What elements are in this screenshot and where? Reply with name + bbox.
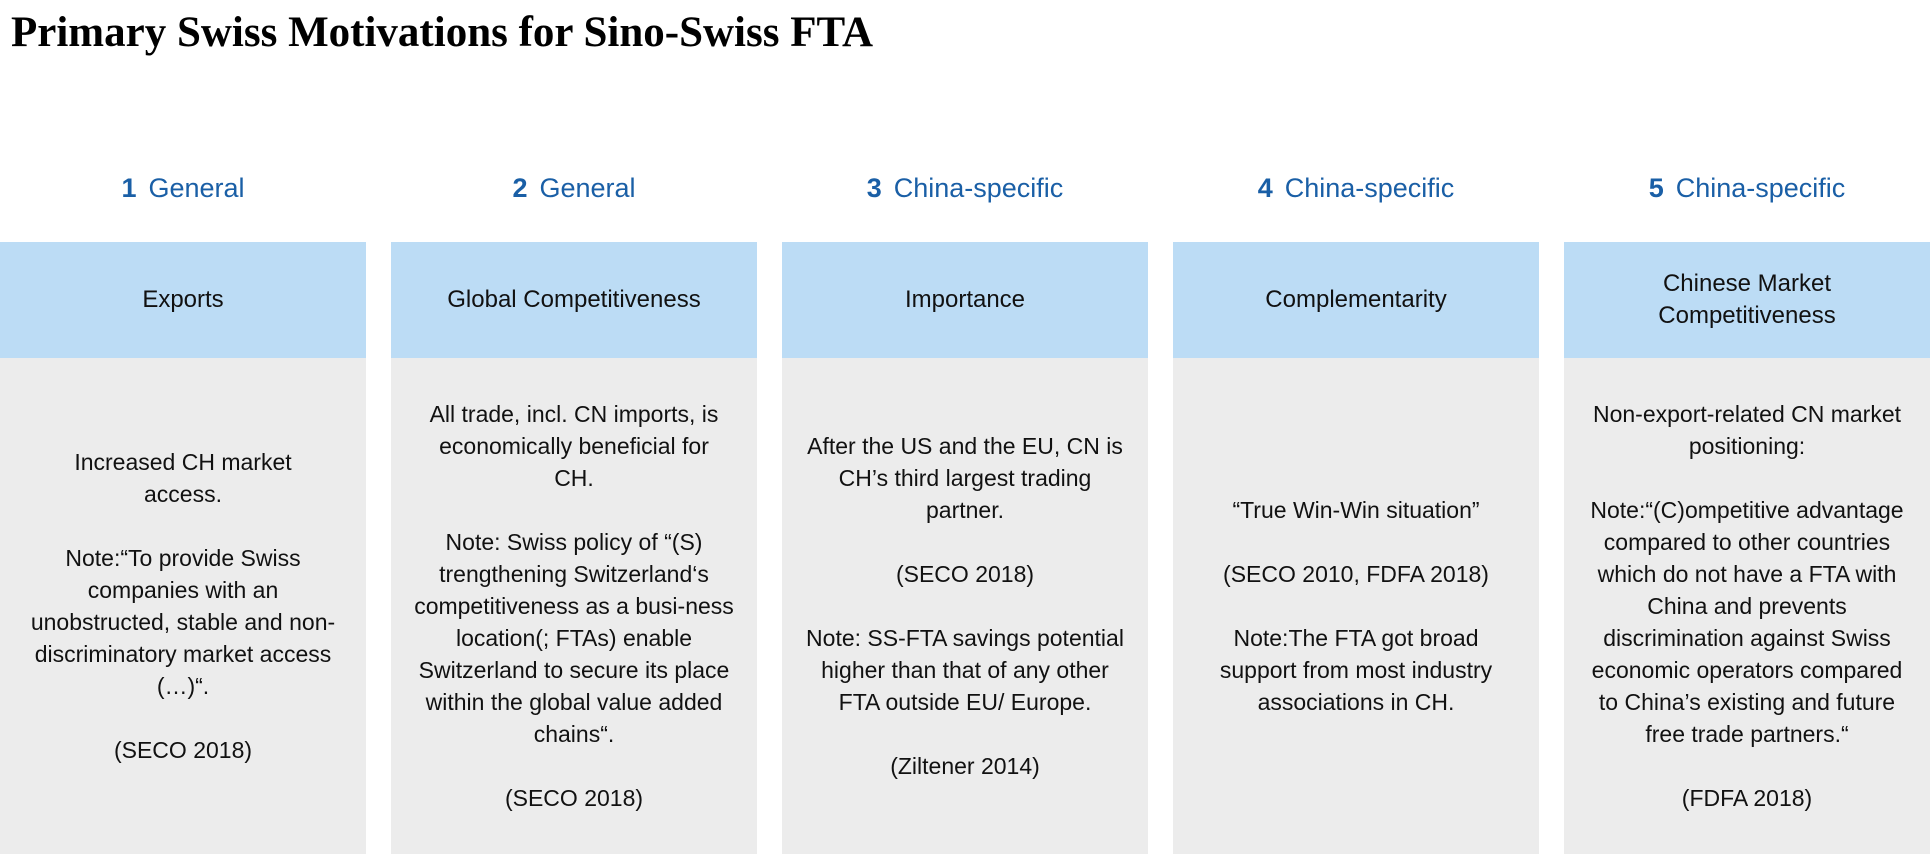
- motivation-column-3: 3 China-specific Importance After the US…: [782, 168, 1148, 854]
- body-paragraph: Note:“To provide Swiss companies with an…: [30, 545, 336, 699]
- body-paragraph: (SECO 2010, FDFA 2018): [1223, 561, 1489, 587]
- column-label: 1 General: [0, 168, 366, 208]
- column-category: China-specific: [1284, 172, 1455, 203]
- body-paragraph: Note: SS-FTA savings potential higher th…: [806, 625, 1124, 715]
- column-body: “True Win-Win situation” (SECO 2010, FDF…: [1173, 358, 1539, 854]
- column-header: Chinese Market Competitiveness: [1564, 242, 1930, 358]
- body-paragraph: After the US and the EU, CN is CH’s thir…: [807, 433, 1123, 523]
- column-label: 4 China-specific: [1173, 168, 1539, 208]
- body-paragraph: “True Win-Win situation”: [1232, 497, 1480, 523]
- body-paragraph: Note:“(C)ompetitive advantage compared t…: [1590, 497, 1904, 747]
- column-header: Global Competitiveness: [391, 242, 757, 358]
- page-title: Primary Swiss Motivations for Sino-Swiss…: [11, 9, 874, 56]
- body-paragraph: Note: Swiss policy of “(S) trengthening …: [414, 529, 734, 747]
- column-label: 3 China-specific: [782, 168, 1148, 208]
- column-number: 5: [1648, 172, 1664, 203]
- body-paragraph: (SECO 2018): [895, 561, 1035, 587]
- motivation-column-4: 4 China-specific Complementarity “True W…: [1173, 168, 1539, 854]
- column-category: China-specific: [1675, 172, 1846, 203]
- body-paragraph: Increased CH market access.: [74, 449, 292, 507]
- body-paragraph: (FDFA 2018): [1681, 785, 1813, 811]
- column-body: Increased CH market access. Note:“To pro…: [0, 358, 366, 854]
- motivation-column-1: 1 General Exports Increased CH market ac…: [0, 168, 366, 854]
- column-header: Importance: [782, 242, 1148, 358]
- column-category: China-specific: [893, 172, 1064, 203]
- column-header: Exports: [0, 242, 366, 358]
- motivation-column-2: 2 General Global Competitiveness All tra…: [391, 168, 757, 854]
- body-paragraph: Note:The FTA got broad support from most…: [1219, 625, 1493, 715]
- column-body: After the US and the EU, CN is CH’s thir…: [782, 358, 1148, 854]
- body-paragraph: (SECO 2018): [113, 737, 253, 763]
- column-header: Complementarity: [1173, 242, 1539, 358]
- column-body: All trade, incl. CN imports, is economic…: [391, 358, 757, 854]
- body-paragraph: All trade, incl. CN imports, is economic…: [429, 401, 719, 491]
- column-number: 1: [121, 172, 137, 203]
- column-label: 2 General: [391, 168, 757, 208]
- body-paragraph: Non-export-related CN market positioning…: [1592, 401, 1902, 459]
- motivation-column-5: 5 China-specific Chinese Market Competit…: [1564, 168, 1930, 854]
- column-number: 3: [866, 172, 882, 203]
- column-label: 5 China-specific: [1564, 168, 1930, 208]
- column-category: General: [148, 172, 245, 203]
- column-number: 4: [1257, 172, 1273, 203]
- body-paragraph: (SECO 2018): [504, 785, 644, 811]
- body-paragraph: (Ziltener 2014): [890, 753, 1040, 779]
- column-body: Non-export-related CN market positioning…: [1564, 358, 1930, 854]
- column-category: General: [539, 172, 636, 203]
- column-number: 2: [512, 172, 528, 203]
